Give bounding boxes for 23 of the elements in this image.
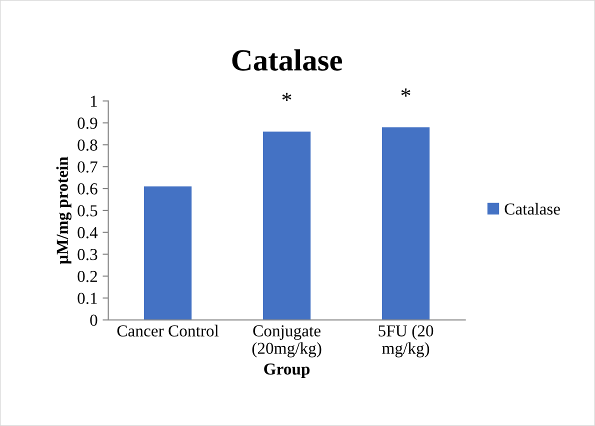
y-tick-label: 0.5 bbox=[78, 205, 98, 216]
annotation: * bbox=[401, 88, 410, 97]
y-axis-title: µM/mg protein bbox=[56, 156, 72, 264]
x-tick-label: Conjugate (20mg/kg) bbox=[252, 325, 322, 358]
y-tick-label: 0.8 bbox=[78, 139, 98, 151]
y-tick-label: 0.4 bbox=[78, 227, 98, 238]
y-tick-label: 0.1 bbox=[78, 292, 97, 304]
legend-label: Catalase bbox=[504, 202, 560, 215]
y-tick-label: 0.3 bbox=[78, 248, 98, 260]
y-tick-label: 0.6 bbox=[78, 183, 98, 195]
y-tick-label: 0.9 bbox=[78, 118, 98, 129]
y-tick-label: 0.2 bbox=[78, 270, 97, 282]
chart-title: Catalase bbox=[232, 49, 342, 71]
x-axis-title: Group bbox=[264, 363, 310, 378]
bar bbox=[262, 132, 311, 320]
y-tick-label: 0.7 bbox=[78, 161, 98, 173]
annotation: * bbox=[282, 92, 292, 102]
y-tick-label: 1 bbox=[91, 96, 97, 107]
bar bbox=[144, 186, 192, 320]
y-tick-label: 0 bbox=[90, 314, 98, 326]
bar bbox=[382, 127, 430, 320]
x-tick-label: Cancer Control bbox=[117, 324, 219, 337]
x-tick-label: 5FU (20 mg/kg) bbox=[378, 324, 434, 358]
